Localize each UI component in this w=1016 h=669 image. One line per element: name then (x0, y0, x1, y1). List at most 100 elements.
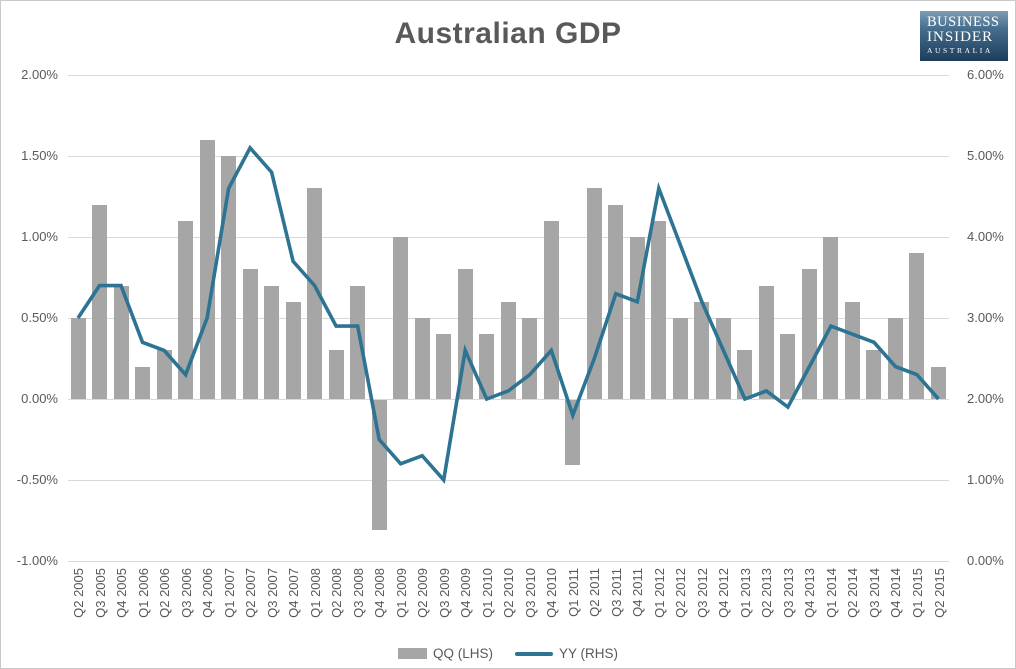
x-tick: Q3 2010 (522, 568, 538, 618)
x-tick: Q4 2013 (802, 568, 818, 618)
bar-Q3-2009 (436, 334, 452, 399)
x-tick: Q4 2007 (286, 568, 302, 618)
bar-Q4-2009 (457, 269, 473, 399)
bar-Q3-2012 (694, 301, 710, 399)
x-tick: Q1 2010 (479, 568, 495, 618)
x-tick: Q2 2012 (673, 568, 689, 618)
x-tick: Q2 2010 (501, 568, 517, 618)
bar-Q1-2008 (307, 188, 323, 399)
bar-Q1-2009 (393, 237, 409, 399)
bar-Q4-2012 (715, 318, 731, 399)
y-tick-right: 4.00% (967, 229, 1004, 244)
bar-Q3-2011 (608, 204, 624, 399)
bar-Q3-2005 (92, 204, 107, 399)
chart-title: Australian GDP (394, 17, 622, 50)
y-tick-right: 3.00% (967, 310, 1004, 325)
y-tick-left: 1.50% (21, 148, 58, 163)
gridline (68, 75, 949, 76)
bar-Q2-2007 (242, 269, 258, 399)
x-tick: Q1 2012 (651, 568, 667, 618)
logo-line-business: BUSINESS (927, 14, 1000, 30)
bar-Q1-2012 (651, 220, 667, 399)
x-tick: Q2 2005 (71, 568, 86, 618)
legend-bar-label: QQ (LHS) (432, 646, 493, 661)
bar-Q2-2009 (414, 318, 430, 399)
bar-Q3-2014 (866, 350, 882, 399)
bar-Q1-2014 (823, 237, 839, 399)
y-tick-right: 5.00% (967, 148, 1004, 163)
bar-Q4-2014 (887, 318, 903, 399)
legend-line-swatch (515, 651, 553, 656)
y-tick-left: -1.00% (16, 553, 58, 568)
x-tick: Q3 2009 (436, 568, 452, 618)
x-tick: Q4 2008 (372, 568, 388, 618)
bar-Q2-2011 (586, 188, 602, 399)
x-tick: Q2 2013 (759, 568, 775, 618)
logo-line-australia: AUSTRALIA (927, 46, 993, 55)
y-tick-right: 6.00% (967, 67, 1004, 82)
bar-Q4-2010 (543, 220, 559, 399)
bar-Q2-2013 (758, 285, 774, 399)
y-tick-left: 1.00% (21, 229, 58, 244)
bar-Q2-2012 (672, 318, 688, 399)
x-tick: Q2 2015 (931, 568, 947, 618)
legend-line-label: YY (RHS) (559, 646, 619, 661)
y-tick-left: 0.00% (21, 391, 58, 406)
x-tick: Q1 2007 (221, 568, 237, 618)
x-tick: Q3 2012 (694, 568, 710, 618)
chart-legend: QQ (LHS) YY (RHS) (1, 646, 1015, 661)
bar-Q2-2006 (156, 350, 172, 399)
x-tick: Q3 2006 (178, 568, 194, 618)
x-tick: Q3 2011 (608, 568, 624, 617)
bar-Q2-2005 (70, 318, 86, 399)
x-tick: Q4 2006 (200, 568, 216, 618)
x-tick: Q2 2007 (243, 568, 259, 618)
bar-Q1-2015 (909, 253, 925, 399)
gridline (68, 561, 949, 562)
bar-Q4-2011 (629, 237, 645, 399)
y-tick-right: 2.00% (967, 391, 1004, 406)
y-tick-right: 1.00% (967, 472, 1004, 487)
business-insider-logo: BUSINESS INSIDER AUSTRALIA (920, 11, 1008, 61)
bar-Q1-2011 (565, 400, 581, 465)
x-tick: Q4 2009 (458, 568, 474, 618)
x-tick: Q3 2014 (866, 568, 882, 618)
x-tick: Q4 2010 (544, 568, 560, 618)
x-tick: Q4 2014 (888, 568, 904, 618)
x-tick: Q2 2008 (329, 568, 345, 618)
y-tick-left: 0.50% (21, 310, 58, 325)
x-tick: Q2 2011 (587, 568, 603, 617)
bar-Q4-2005 (113, 285, 129, 399)
bar-Q1-2010 (479, 334, 495, 399)
x-tick: Q3 2007 (264, 568, 280, 618)
x-tick: Q1 2008 (307, 568, 323, 618)
bar-Q4-2013 (801, 269, 817, 399)
legend-item-yy: YY (RHS) (515, 646, 618, 661)
x-tick: Q3 2008 (350, 568, 366, 618)
bar-Q3-2007 (264, 285, 280, 399)
x-tick: Q1 2014 (823, 568, 839, 618)
y-tick-left: -0.50% (16, 472, 58, 487)
bar-Q3-2013 (780, 334, 796, 399)
bar-Q1-2013 (737, 350, 753, 399)
bar-Q4-2007 (285, 301, 301, 399)
legend-bar-swatch (397, 648, 427, 659)
bar-Q4-2008 (371, 400, 387, 530)
gridline (68, 480, 949, 481)
gridline (68, 399, 949, 400)
legend-item-qq: QQ (LHS) (397, 646, 493, 661)
x-tick: Q1 2009 (393, 568, 409, 618)
x-tick: Q2 2014 (845, 568, 861, 618)
x-tick: Q1 2015 (909, 568, 925, 618)
x-tick: Q1 2013 (737, 568, 753, 618)
bar-Q4-2006 (199, 139, 215, 399)
x-tick: Q1 2006 (135, 568, 151, 618)
x-tick: Q1 2011 (565, 568, 581, 617)
bar-Q2-2015 (931, 366, 946, 399)
x-tick: Q4 2012 (716, 568, 732, 618)
y-tick-right: 0.00% (967, 553, 1004, 568)
y-tick-left: 2.00% (21, 67, 58, 82)
x-tick: Q2 2006 (157, 568, 173, 618)
bar-Q2-2010 (500, 301, 516, 399)
